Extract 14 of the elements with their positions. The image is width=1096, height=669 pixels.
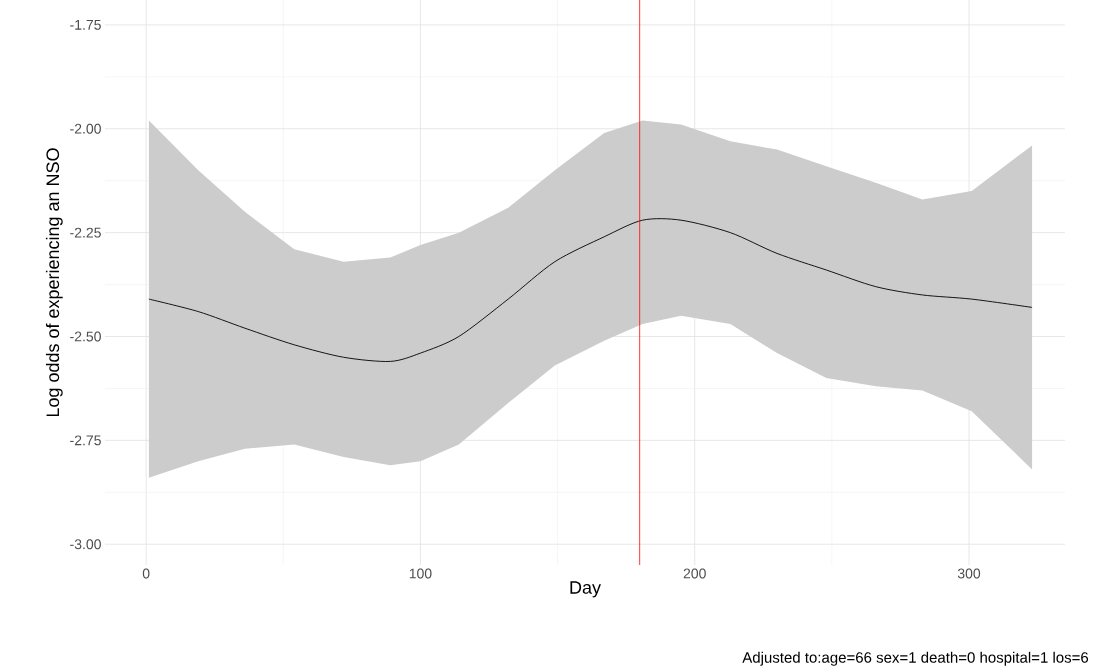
x-axis-title: Day — [570, 581, 601, 598]
text: Adjusted to:age=66 sex=1 death=0 hospital=1 los=6 — [742, 651, 1089, 666]
y-tick-label: -3.00 — [70, 539, 101, 550]
y-tick-label: -2.25 — [70, 227, 101, 238]
y-tick-label: -2.75 — [70, 435, 101, 446]
x-tick-label: 0 — [142, 568, 150, 579]
line-series — [148, 218, 1033, 362]
y-tick-label: -2.50 — [70, 331, 101, 342]
x-tick-label: 200 — [683, 568, 706, 579]
y-tick-label: -1.75 — [70, 20, 101, 30]
x-tick-label: 300 — [957, 568, 981, 579]
y-tick-label: -2.00 — [70, 123, 101, 134]
x-tick-label: 100 — [409, 568, 432, 579]
y-axis-title: Log odds of experiencing an NSO — [45, 148, 63, 417]
